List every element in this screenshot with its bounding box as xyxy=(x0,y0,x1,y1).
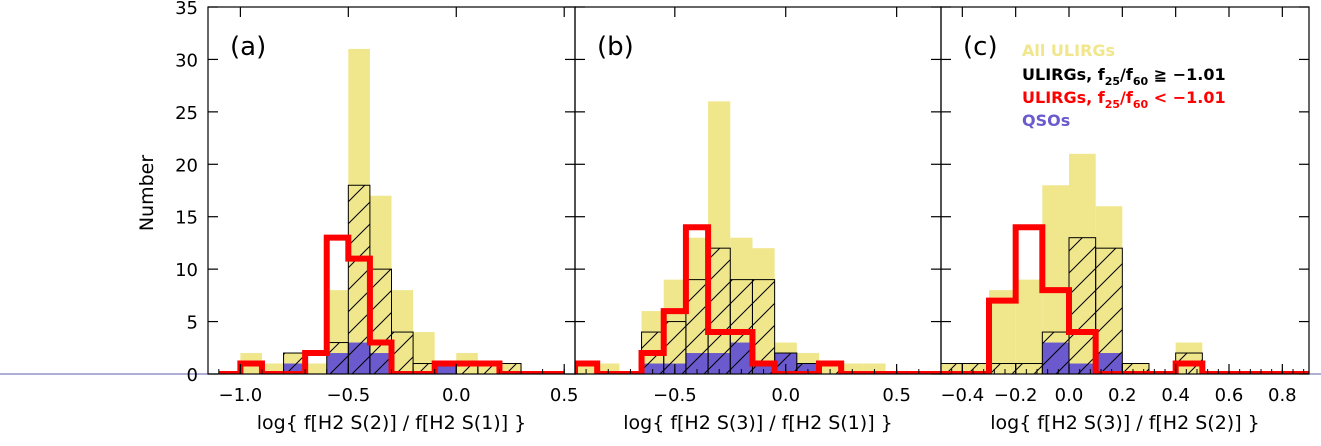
cold-ulirgs-step-line xyxy=(575,224,941,374)
panel-3: −0.4 −0.2 0.0 0.2 0.4 0.6 0.8 log{ f[H2 S(3)] /… xyxy=(940,6,1310,434)
x-tick-label: −0.5 xyxy=(653,385,697,406)
all-ulirgs-bar xyxy=(989,290,1016,374)
warm-ulirgs-bar xyxy=(751,279,776,374)
warm-ulirgs-bar xyxy=(369,268,393,374)
warm-ulirgs-bar xyxy=(707,247,731,374)
legend-entry: ULIRGs, f25/f60 ≧ −1.01 xyxy=(1022,65,1226,88)
x-tick-label: −0.5 xyxy=(326,385,370,406)
y-tick-label: 5 xyxy=(187,313,198,334)
y-tick-label: 25 xyxy=(175,103,198,124)
x-tick-label: −0.2 xyxy=(994,385,1038,406)
warm-ulirgs-bar xyxy=(347,184,371,374)
y-tick-label: 35 xyxy=(175,0,198,19)
y-tick-label: 20 xyxy=(175,155,198,176)
x-axis-title: log{ f[H2 S(3)] / f[H2 S(2)] } xyxy=(990,412,1260,434)
qso-bar xyxy=(434,363,457,374)
all-ulirgs-bar xyxy=(841,363,864,374)
x-tick-label: 0.2 xyxy=(1108,385,1137,406)
x-tick-label: 0.8 xyxy=(1268,385,1297,406)
warm-ulirgs-bar xyxy=(988,363,1017,374)
all-ulirgs-bar xyxy=(863,363,886,374)
legend-entry: QSOs xyxy=(1022,111,1070,130)
x-tick-label: 0.4 xyxy=(1161,385,1190,406)
x-tick-label: 0.6 xyxy=(1215,385,1244,406)
panels: −1.0 −0.5 0.0 0.5 log{ f[H2 S(2)] / f[H2 S(1… xyxy=(207,6,1310,434)
x-tick-label: −1.0 xyxy=(219,385,263,406)
legend-entry: All ULIRGs xyxy=(1022,41,1115,60)
all-ulirgs-bar xyxy=(261,363,284,374)
y-tick-label: 30 xyxy=(175,50,198,71)
x-tick-label: −0.4 xyxy=(940,385,984,406)
x-axis-title: log{ f[H2 S(2)] / f[H2 S(1)] } xyxy=(257,412,527,434)
warm-ulirgs-bar xyxy=(729,279,753,374)
legend: All ULIRGs ULIRGs, f25/f60 ≧ −1.01ULIRGs,… xyxy=(1022,41,1226,130)
all-ulirgs-bar xyxy=(1015,279,1043,374)
panel-2: −0.5 0.0 0.5 log{ f[H2 S(3)] / f[H2 S(1)] }… xyxy=(574,6,942,434)
panel-frame xyxy=(940,6,1310,375)
y-tick-label: 15 xyxy=(175,208,198,229)
warm-ulirgs-bar xyxy=(1068,237,1097,374)
warm-ulirgs-bar xyxy=(685,279,709,374)
x-tick-label: 0.5 xyxy=(550,385,579,406)
all-ulirgs-bar xyxy=(597,363,620,374)
all-ulirgs-bar xyxy=(575,363,598,374)
x-tick-label: 0.5 xyxy=(882,385,911,406)
panel-1: −1.0 −0.5 0.0 0.5 log{ f[H2 S(2)] / f[H2 S(1… xyxy=(207,6,579,434)
warm-ulirgs-bar xyxy=(326,342,349,374)
panel-label: (c) xyxy=(963,32,998,62)
x-axis-title: log{ f[H2 S(3)] / f[H2 S(1)] } xyxy=(623,412,893,434)
warm-ulirgs-bar xyxy=(1041,331,1070,374)
x-tick-label: 0.0 xyxy=(1055,385,1084,406)
warm-ulirgs-bar xyxy=(283,352,306,374)
cold-ulirgs-step-line xyxy=(218,234,565,374)
warm-ulirgs-bar xyxy=(391,331,414,374)
x-tick-label: 0.0 xyxy=(771,385,800,406)
legend-entry: ULIRGs, f25/f60 < −1.01 xyxy=(1022,88,1226,111)
panel-label: (b) xyxy=(597,32,634,62)
warm-ulirgs-bar xyxy=(1095,247,1123,374)
x-tick-label: 0.0 xyxy=(442,385,471,406)
y-tick-label: 0 xyxy=(187,365,198,386)
y-tick-labels: 0 5 10 15 20 25 30 35 xyxy=(175,0,198,386)
panel-label: (a) xyxy=(230,32,266,62)
y-tick-label: 10 xyxy=(175,260,198,281)
y-axis-title: Number xyxy=(136,155,158,232)
all-ulirgs-bar xyxy=(305,363,327,374)
warm-ulirgs-bar xyxy=(1015,363,1043,374)
cold-ulirgs-step-line xyxy=(941,224,1309,374)
